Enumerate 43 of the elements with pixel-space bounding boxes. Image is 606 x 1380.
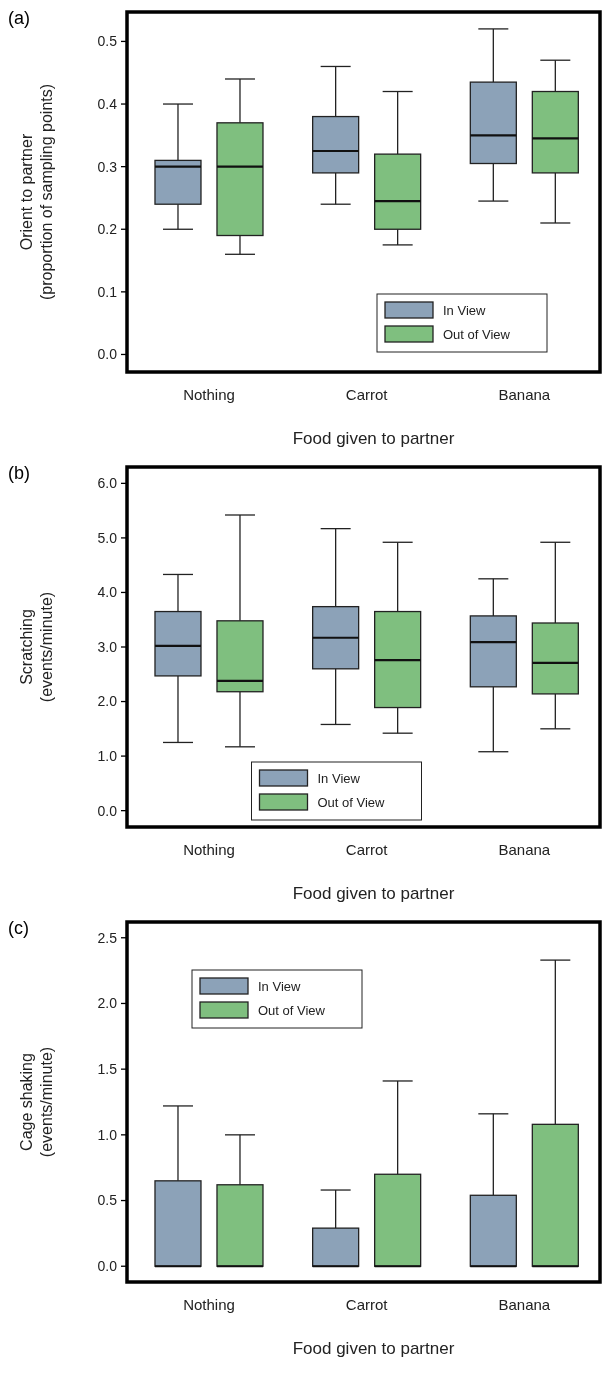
y-tick-label: 2.0 (97, 995, 118, 1012)
x-axis-title: Food given to partner (292, 429, 455, 448)
chart-title: (c) (8, 918, 29, 938)
x-tick-label: Nothing (183, 1296, 235, 1313)
y-tick-label: 1.0 (97, 747, 118, 764)
legend-label: In View (317, 770, 361, 786)
y-tick-label: 0.5 (97, 1192, 118, 1209)
y-tick-label: 4.0 (97, 584, 118, 601)
x-axis-title: Food given to partner (292, 884, 455, 903)
x-tick-label: Nothing (183, 386, 235, 403)
legend-label: Out of View (317, 794, 386, 810)
y-axis-title: Cage shaking (events/minute) (18, 1046, 55, 1158)
y-tick-label: 0.4 (97, 95, 118, 112)
x-axis-title: Food given to partner (292, 1339, 455, 1358)
x-tick-label: Banana (498, 386, 551, 403)
y-tick-label: 6.0 (97, 475, 118, 492)
x-tick-label: Carrot (345, 841, 389, 858)
y-tick-label: 1.5 (97, 1061, 118, 1078)
legend-label: Out of View (443, 326, 511, 342)
y-tick-label: 0.5 (97, 33, 118, 50)
x-tick-label: Carrot (345, 1296, 389, 1313)
x-tick-label: Banana (498, 841, 551, 858)
legend-label: Out of View (258, 1002, 326, 1018)
chart-title: (b) (8, 463, 30, 483)
legend-label: In View (443, 302, 487, 318)
y-tick-label: 0.0 (97, 1258, 118, 1275)
chart-title: (a) (8, 8, 30, 28)
y-tick-label: 0.2 (97, 221, 118, 238)
y-tick-label: 0.3 (97, 158, 118, 175)
y-tick-label: 2.0 (97, 693, 118, 710)
x-tick-label: Nothing (183, 841, 235, 858)
y-tick-label: 2.5 (97, 929, 118, 946)
y-tick-label: 0.0 (97, 346, 118, 363)
y-tick-label: 3.0 (97, 638, 118, 655)
y-tick-label: 0.0 (97, 802, 118, 819)
y-tick-label: 1.0 (97, 1126, 118, 1143)
x-tick-label: Banana (498, 1296, 551, 1313)
x-tick-label: Carrot (345, 386, 389, 403)
y-axis-title: Orient to partner (proportion of sampling points) (18, 83, 55, 301)
legend-label: In View (258, 978, 302, 994)
y-tick-label: 0.1 (97, 283, 118, 300)
y-tick-label: 5.0 (97, 529, 118, 546)
y-axis-title: Scratching (events/minute) (18, 591, 55, 703)
